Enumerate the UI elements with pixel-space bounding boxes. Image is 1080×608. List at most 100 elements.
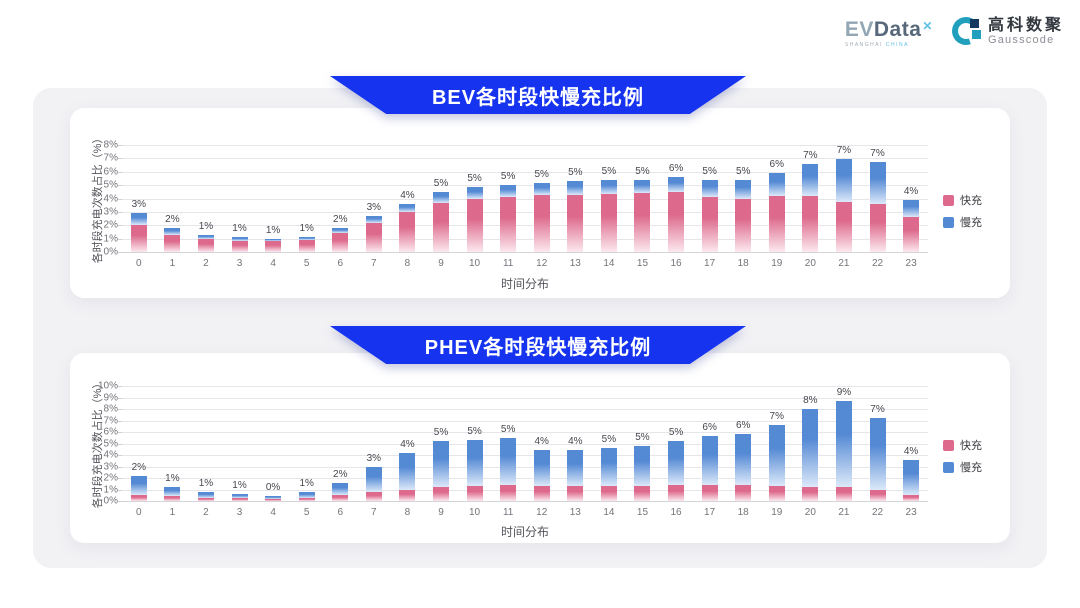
x-tick-label: 13: [569, 507, 581, 518]
x-axis-title: 时间分布: [500, 525, 549, 539]
slow-charge-segment: [768, 425, 785, 486]
gridline: [122, 501, 928, 502]
x-tick-label: 15: [636, 258, 649, 269]
bar-value-label: 3%: [366, 452, 382, 464]
bar-value-label: 5%: [433, 427, 449, 439]
y-tick-mark: [118, 443, 122, 445]
x-tick-label: 14: [603, 507, 615, 518]
gridline: [122, 185, 928, 187]
bar-group: 3%: [122, 145, 156, 252]
y-tick-mark: [118, 409, 122, 410]
phev-title-banner: PHEV各时段快慢充比例: [330, 326, 746, 364]
fast-charge-segment: [231, 498, 248, 501]
fast-charge-segment: [869, 489, 886, 501]
slow-charge-segment: [735, 179, 752, 199]
bar-value-label: 5%: [635, 165, 650, 177]
bar-group: 5%: [626, 145, 660, 252]
bar-value-label: 1%: [232, 480, 247, 492]
y-tick-mark: [118, 145, 122, 146]
legend-swatch-slow: [943, 461, 954, 473]
bar-value-label: 4%: [903, 185, 919, 197]
x-tick-label: 5: [303, 258, 310, 269]
slow-charge-segment: [903, 199, 920, 218]
bar-value-label: 1%: [232, 223, 247, 235]
bev-chart-title: BEV各时段快慢充比例: [330, 76, 746, 114]
slow-charge-segment: [197, 491, 214, 498]
slow-charge-segment: [500, 185, 517, 198]
legend-label-slow: 慢充: [960, 462, 982, 474]
fast-charge-segment: [130, 225, 147, 252]
legend-item-fast: 快充: [943, 437, 982, 453]
fast-charge-segment: [567, 485, 584, 501]
x-tick-label: 13: [569, 258, 581, 269]
bar-group: 7%: [794, 145, 828, 252]
phev-chart-card: 各时段充电次数占比（%） 0% 1% 2% 3% 4% 5% 6% 7% 8% 9% 10% 2% 1…: [70, 353, 1010, 543]
fast-charge-segment: [533, 195, 550, 252]
x-tick-label: 18: [737, 258, 749, 269]
slow-charge-segment: [298, 236, 315, 240]
y-tick-mark: [118, 455, 122, 456]
slow-charge-segment: [231, 494, 248, 499]
x-tick-label: 17: [704, 258, 716, 269]
y-tick-label: 5%: [103, 179, 118, 191]
slow-charge-segment: [600, 179, 617, 194]
x-tick-label: 11: [502, 258, 514, 269]
slow-charge-segment: [365, 215, 382, 223]
bar-value-label: 4%: [903, 445, 919, 457]
bar-value-label: 3%: [366, 201, 382, 213]
legend-item-fast: 快充: [943, 192, 982, 208]
legend-label-slow: 慢充: [960, 217, 982, 229]
fast-charge-segment: [332, 495, 349, 501]
fast-charge-segment: [600, 193, 617, 252]
bar-group: 1%: [223, 145, 257, 252]
y-tick-label: 0%: [103, 495, 118, 507]
bar-value-label: 2%: [131, 461, 147, 473]
x-tick-label: 0: [136, 258, 142, 269]
x-tick-label: 14: [603, 258, 615, 269]
bar-value-label: 0%: [265, 481, 281, 493]
gridline: [122, 432, 928, 433]
x-tick-label: 7: [371, 258, 377, 269]
bar-value-label: 6%: [668, 163, 684, 175]
y-tick-mark: [118, 198, 122, 200]
x-tick-label: 22: [871, 258, 884, 269]
fast-charge-segment: [365, 222, 382, 252]
y-tick-label: 1%: [103, 484, 118, 495]
bars: 2% 1% 1% 1% 0% 1% 2% 3% 4% 5% 5% 5% 4% 4% 5% 5% 5% 6% 6% 7%…: [122, 386, 928, 501]
bar-value-label: 6%: [769, 159, 784, 171]
fast-charge-segment: [903, 495, 920, 501]
y-axis-ticks: 0% 1% 2% 3% 4% 5% 6% 7% 8%: [80, 140, 118, 258]
x-tick-label: 20: [804, 258, 816, 269]
plot-area: [118, 145, 928, 253]
bar-group: 5%: [693, 145, 727, 252]
x-tick-label: 12: [536, 258, 548, 269]
fast-charge-segment: [432, 487, 449, 501]
bar-group: 4%: [894, 145, 928, 252]
x-tick-label: 21: [838, 258, 850, 269]
fast-charge-segment: [500, 484, 517, 501]
bar-group: 1%: [156, 386, 190, 501]
slow-charge-segment: [567, 181, 584, 195]
slow-charge-segment: [399, 452, 416, 490]
bar-group: 2%: [323, 386, 357, 501]
slow-charge-segment: [802, 163, 819, 196]
bar-value-label: 2%: [165, 213, 180, 225]
y-tick-label: 3%: [103, 206, 118, 218]
bar-value-label: 9%: [836, 386, 852, 398]
slow-charge-segment: [332, 227, 349, 233]
y-tick-label: 3%: [103, 461, 118, 472]
bar-group: 5%: [559, 145, 593, 252]
y-tick-label: 7%: [103, 152, 118, 164]
x-tick-label: 23: [905, 507, 917, 518]
evdata-subtext: SHANGHAI CHINA: [844, 42, 909, 48]
header-logos: EVData✕ SHANGHAI CHINA 高科数聚 Gausscode: [844, 12, 1064, 50]
fast-charge-segment: [668, 191, 685, 252]
legend-swatch-fast: [943, 194, 954, 206]
bar-group: 5%: [726, 145, 760, 252]
y-tick-label: 1%: [103, 233, 118, 245]
bar-value-label: 8%: [803, 395, 818, 407]
fast-charge-segment: [365, 491, 382, 501]
gridline: [122, 145, 928, 146]
fast-charge-segment: [399, 489, 416, 501]
gridline: [122, 211, 928, 213]
